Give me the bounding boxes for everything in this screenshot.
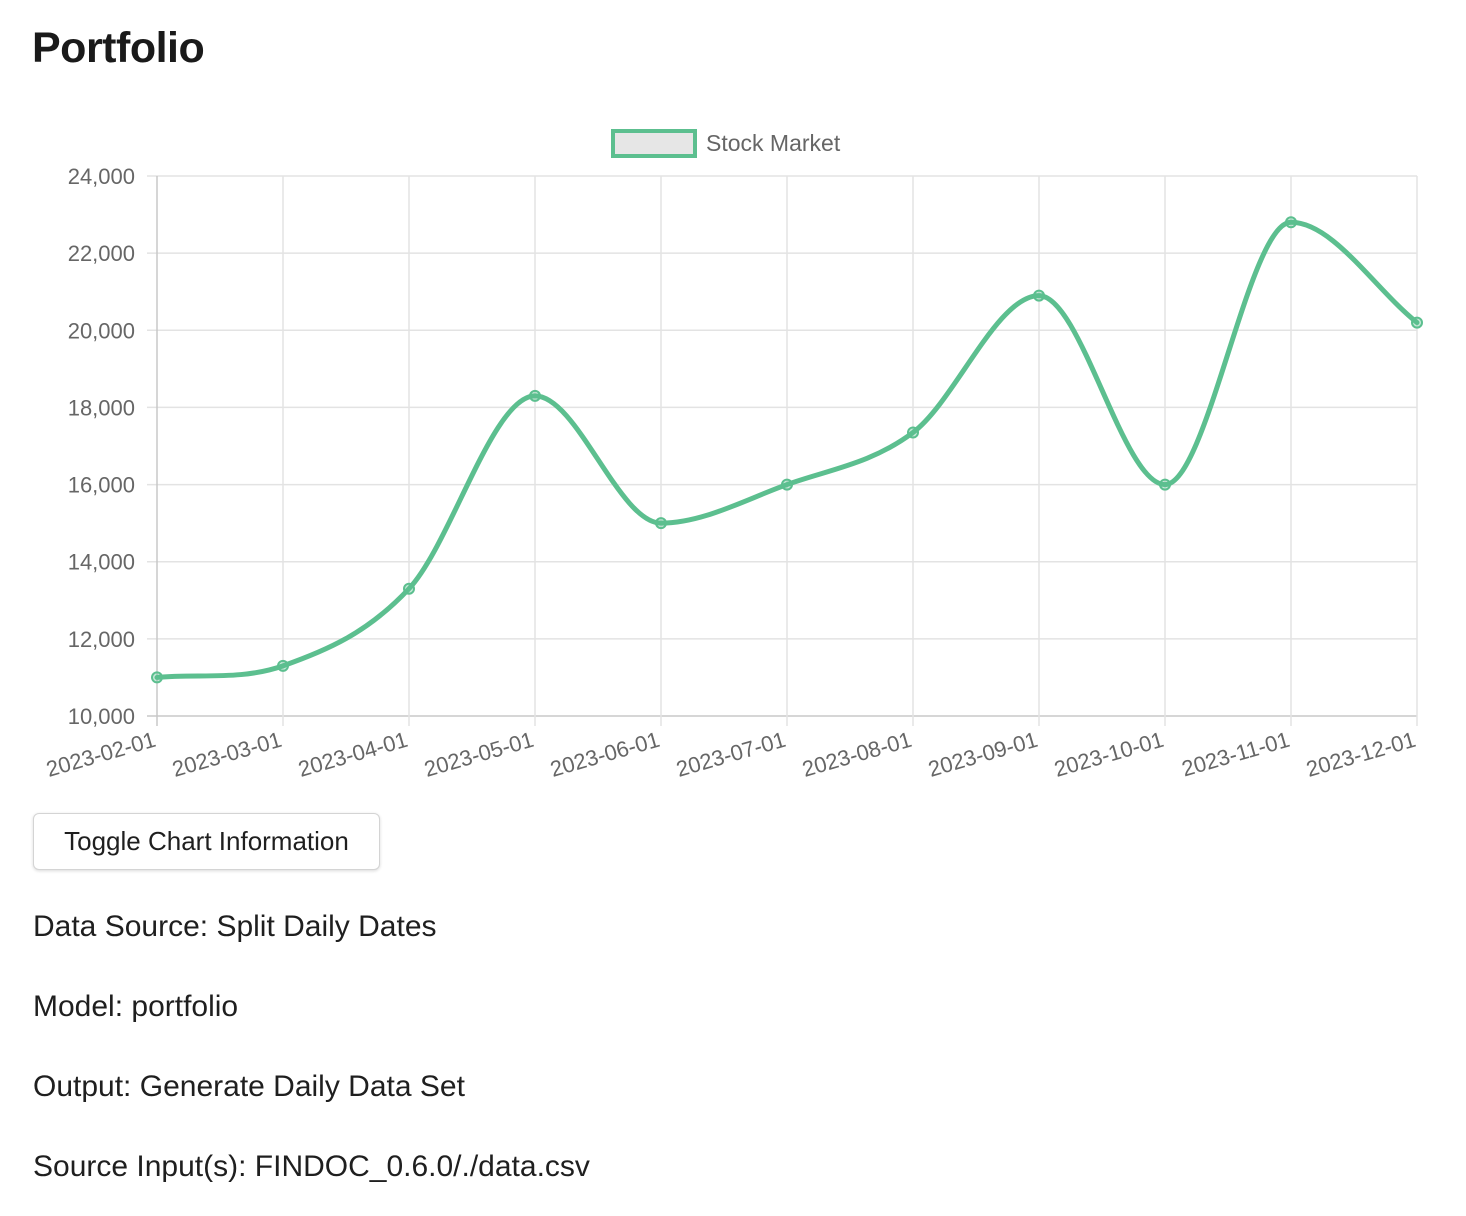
info-data-source-value: Split Daily Dates (216, 910, 436, 943)
info-source-inputs: Source Input(s): FINDOC_0.6.0/./data.csv (33, 1150, 590, 1184)
info-data-source: Data Source: Split Daily Dates (33, 910, 437, 944)
y-tick-label: 24,000 (68, 164, 135, 189)
info-model: Model: portfolio (33, 990, 238, 1024)
x-tick-label: 2023-03-01 (169, 727, 284, 782)
info-source-inputs-label: Source Input(s): (33, 1150, 246, 1183)
data-point (404, 584, 414, 594)
x-tick-label: 2023-06-01 (547, 727, 662, 782)
info-output-value: Generate Daily Data Set (140, 1070, 465, 1103)
data-point (1034, 291, 1044, 301)
x-tick-label: 2023-02-01 (43, 727, 158, 782)
info-model-value: portfolio (131, 990, 238, 1023)
x-tick-label: 2023-05-01 (421, 727, 536, 782)
data-point (278, 661, 288, 671)
info-output-label: Output: (33, 1070, 131, 1103)
legend-swatch (613, 131, 695, 156)
data-point (1286, 217, 1296, 227)
data-point (1412, 318, 1422, 328)
x-tick-label: 2023-11-01 (1179, 727, 1293, 782)
y-tick-label: 20,000 (68, 318, 135, 343)
y-tick-label: 10,000 (68, 704, 135, 729)
line-chart: 10,000 12,000 14,000 16,000 18,000 20,000 22,0… (0, 0, 1466, 810)
x-tick-label: 2023-12-01 (1303, 727, 1418, 782)
data-point (908, 428, 918, 438)
x-tick-label: 2023-04-01 (295, 727, 410, 782)
legend-label: Stock Market (706, 130, 841, 156)
data-point (152, 672, 162, 682)
x-tick-label: 2023-09-01 (925, 727, 1040, 782)
x-tick-label: 2023-07-01 (673, 727, 788, 782)
data-point (530, 391, 540, 401)
toggle-chart-information-button[interactable]: Toggle Chart Information (33, 813, 380, 870)
info-model-label: Model: (33, 990, 123, 1023)
info-source-inputs-value: FINDOC_0.6.0/./data.csv (255, 1150, 590, 1183)
data-point (782, 480, 792, 490)
y-tick-label: 14,000 (68, 550, 135, 575)
data-point (1160, 480, 1170, 490)
y-tick-label: 12,000 (68, 627, 135, 652)
x-tick-label: 2023-10-01 (1051, 727, 1166, 782)
info-output: Output: Generate Daily Data Set (33, 1070, 465, 1104)
x-tick-label: 2023-08-01 (799, 727, 914, 782)
y-tick-label: 16,000 (68, 473, 135, 498)
y-tick-label: 18,000 (68, 395, 135, 420)
info-data-source-label: Data Source: (33, 910, 208, 943)
y-tick-label: 22,000 (68, 241, 135, 266)
data-point (656, 518, 666, 528)
